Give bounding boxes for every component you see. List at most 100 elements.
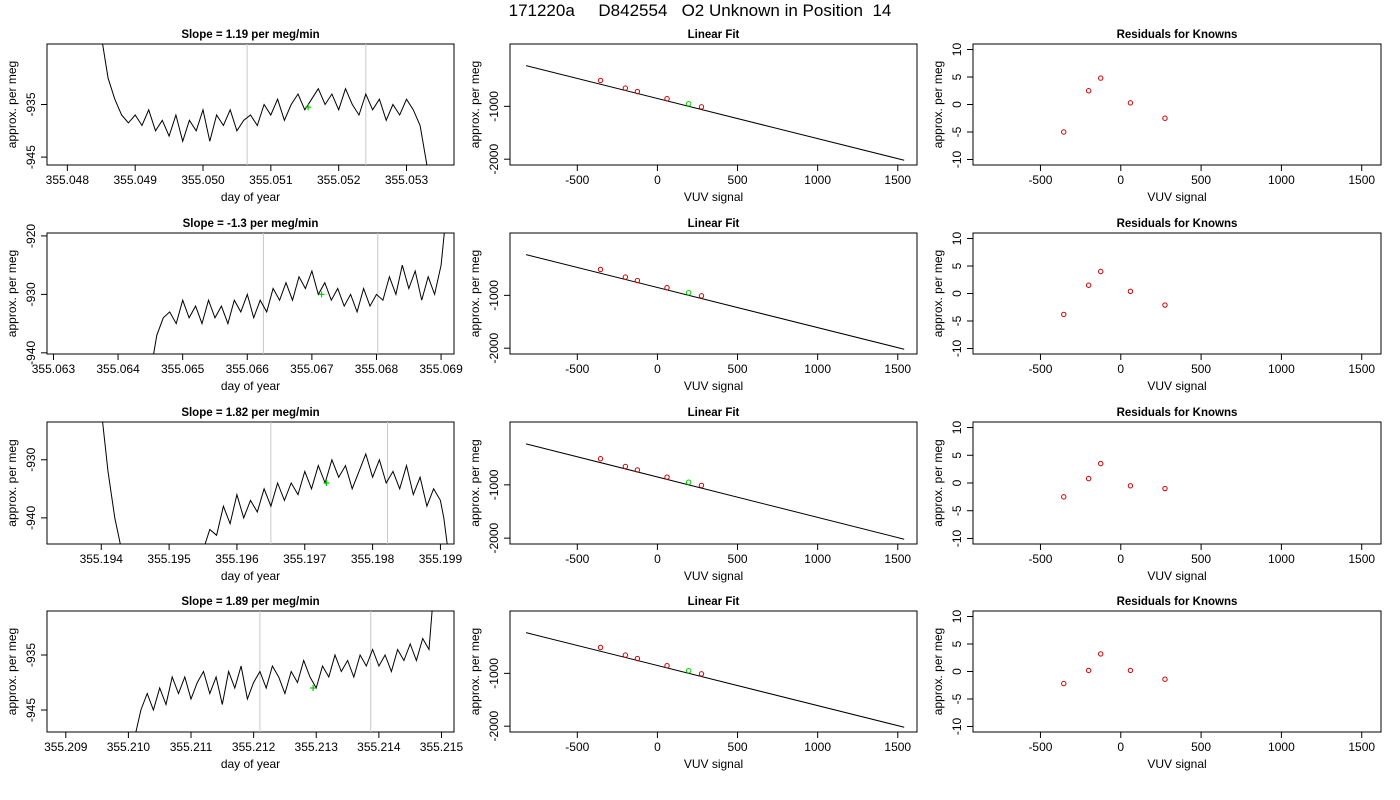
residual-point (1162, 676, 1168, 682)
x-tick-label: 1000 (804, 740, 831, 754)
x-tick-label: 1500 (884, 362, 911, 376)
y-tick-label: -1000 (487, 469, 501, 500)
plot-frame (509, 232, 918, 355)
plot-frame (46, 610, 455, 733)
y-tick-label: 0 (950, 290, 964, 297)
y-tick-label: -935 (24, 92, 38, 116)
x-axis-label: VUV signal (1147, 190, 1206, 204)
plot-frame (509, 421, 918, 545)
panel-r1-c1: Slope = 1.19 per meg/min day of year appro… (5, 29, 455, 204)
x-tick-label: 0 (654, 740, 661, 754)
y-tick-label: -945 (24, 145, 38, 169)
x-tick-label: 1000 (1268, 362, 1295, 376)
x-tick-label: 0 (1117, 740, 1124, 754)
plot-area (525, 632, 905, 728)
panel-title: Residuals for Knowns (1117, 29, 1238, 41)
x-tick-label: 355.195 (147, 552, 191, 566)
x-tick-label: 355.053 (385, 173, 429, 187)
x-tick-label: 1500 (1348, 740, 1375, 754)
panel-r1-c2: Linear Fit VUV signal approx. per meg -500 0… (468, 29, 918, 204)
x-tick-label: 355.209 (44, 740, 88, 754)
x-tick-label: 355.048 (46, 173, 90, 187)
residual-point (1085, 475, 1092, 482)
residual-point (1162, 302, 1168, 308)
unknown-point (685, 668, 692, 674)
plot-frame (509, 610, 918, 733)
x-tick-label: 355.051 (249, 173, 293, 187)
known-point (634, 655, 641, 662)
data-trace (135, 611, 433, 732)
panel-title: Linear Fit (688, 29, 740, 41)
x-tick-label: 500 (1191, 552, 1211, 566)
residual-point (1061, 680, 1067, 687)
y-axis-label: approx. per meg (5, 250, 19, 337)
residual-point (1061, 494, 1067, 500)
x-tick-label: 355.063 (32, 362, 76, 376)
y-tick-label: -5 (950, 126, 964, 137)
panel-title: Residuals for Knowns (1117, 407, 1238, 419)
y-tick-label: -10 (950, 340, 964, 358)
known-point (622, 463, 629, 470)
y-tick-label: 0 (950, 479, 964, 486)
x-tick-label: 355.197 (283, 552, 327, 566)
x-tick-label: 0 (654, 173, 661, 187)
y-tick-label: -920 (24, 224, 38, 248)
y-tick-label: -5 (950, 693, 964, 704)
fit-line (525, 443, 905, 540)
x-tick-label: 1000 (1268, 173, 1295, 187)
x-tick-label: 355.067 (290, 362, 334, 376)
x-tick-label: 1500 (884, 173, 911, 187)
residual-point (1127, 667, 1134, 674)
x-tick-label: 355.069 (419, 362, 463, 376)
y-axis-label: approx. per meg (468, 250, 482, 337)
y-tick-label: -930 (24, 282, 38, 306)
y-tick-label: -10 (950, 529, 964, 547)
y-axis-label: approx. per meg (468, 439, 482, 526)
x-tick-label: 355.068 (355, 362, 399, 376)
y-tick-label: 10 (950, 421, 964, 435)
y-tick-label: -2000 (487, 144, 501, 175)
data-trace (102, 422, 448, 544)
residual-point (1127, 100, 1134, 106)
unknown-point (685, 101, 692, 107)
x-tick-label: 500 (728, 740, 748, 754)
unknown-point (685, 479, 692, 485)
plot-area (1061, 268, 1168, 318)
known-point (664, 284, 670, 291)
x-tick-label: 1500 (1348, 173, 1375, 187)
y-tick-label: 5 (950, 73, 964, 80)
plot-area (1061, 75, 1168, 135)
panel-r3-c1: Slope = 1.82 per meg/min day of year appro… (5, 407, 462, 583)
y-tick-label: -945 (24, 698, 38, 722)
x-tick-label: 355.212 (232, 740, 276, 754)
plot-area (135, 611, 433, 732)
panel-r1-c3: Residuals for Knowns VUV signal approx. pe… (931, 29, 1382, 204)
x-tick-label: 0 (1117, 362, 1124, 376)
panel-r3-c2: Linear Fit VUV signal approx. per meg -500 0… (468, 407, 918, 583)
plot-area (525, 254, 905, 350)
x-axis-label: VUV signal (684, 569, 743, 583)
residual-point (1061, 311, 1067, 318)
y-tick-label: -5 (950, 505, 964, 516)
plot-frame (972, 232, 1382, 355)
plot-area (153, 233, 445, 354)
x-tick-label: 1500 (884, 740, 911, 754)
x-tick-label: 0 (654, 552, 661, 566)
panel-title: Linear Fit (688, 407, 740, 419)
x-tick-label: 355.052 (317, 173, 361, 187)
residual-point (1098, 268, 1104, 275)
figure-title: 171220a D842554 O2 Unknown in Position 1… (508, 1, 892, 20)
x-tick-label: -500 (565, 362, 589, 376)
y-tick-label: 10 (950, 232, 964, 246)
x-axis-label: day of year (221, 757, 280, 771)
residual-point (1098, 651, 1104, 657)
x-tick-label: 355.215 (420, 740, 464, 754)
fit-line (525, 632, 905, 728)
y-tick-label: -10 (950, 151, 964, 169)
fit-line (525, 65, 905, 161)
y-tick-label: -1000 (487, 91, 501, 122)
unknown-point (685, 290, 692, 296)
residual-point (1127, 483, 1134, 489)
x-tick-label: 355.198 (351, 552, 395, 566)
